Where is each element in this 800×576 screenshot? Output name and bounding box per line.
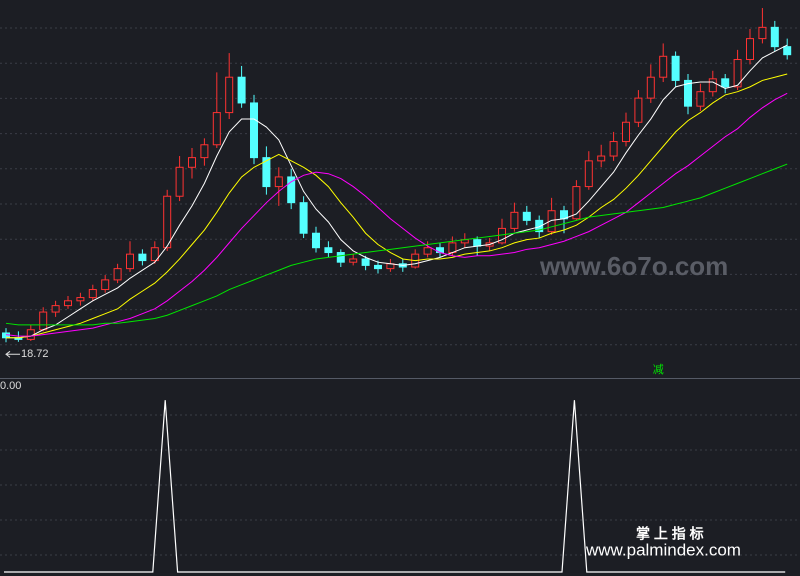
candle-body [188,157,196,168]
watermark: www.palmindex.com [585,540,741,559]
candle-body [770,26,779,48]
candle-body [274,176,283,188]
candle-body [423,247,432,255]
candle-body [212,112,221,146]
candle-body [312,232,320,249]
candle-body [659,55,668,78]
candle-body [522,211,531,221]
candle-body [535,219,544,233]
candle-body [708,78,717,93]
candle-body [76,297,85,302]
candle-body [696,91,705,107]
candle-body [88,289,97,299]
ma-line [5,163,788,326]
candle-body [336,252,345,263]
candle-body [287,176,296,204]
watermark: www.6o7o.com [539,251,728,281]
candle-body [113,268,122,281]
candle-body [250,102,258,159]
candle-body [547,210,556,233]
candle-body [101,279,110,291]
candle-body [324,247,333,254]
candle-body [721,78,730,88]
candle-body [684,79,692,107]
candle-body [39,311,48,331]
candle-body [200,144,209,159]
candle-body [572,186,581,220]
candle-body [225,76,234,114]
ma-line [6,44,788,339]
ma-line [5,92,788,337]
indicator-value: 0.00 [0,380,21,392]
candle-body [138,253,147,262]
candle-body [126,253,134,270]
candle-body [51,305,60,313]
candle-body [262,157,271,188]
candle-body [597,155,606,162]
candle-body [299,202,308,234]
signal-label: 减 [653,363,664,376]
candle-body [634,97,643,123]
min-label: 18.72 [21,348,49,360]
ma-line [6,73,788,339]
candle-body [374,264,382,270]
candle-body [783,46,792,56]
watermark: 掌 上 指 标 [636,526,704,542]
candle-body [150,247,159,262]
candle-body [758,26,767,40]
candle-body [671,55,680,81]
candle-body [163,195,172,249]
candle-body [237,76,246,104]
candle-body [510,211,519,229]
candle-body [584,160,593,188]
indicator-line [4,400,786,573]
candle-body [64,300,72,307]
candle-body [473,239,482,247]
candle-body [361,258,370,266]
candle-body [622,121,630,143]
candle-body [175,166,184,197]
candle-body [746,38,754,61]
candle-body [349,258,358,263]
candle-body [609,141,618,157]
candle-body [646,76,655,99]
candle-body [733,59,742,88]
min-arrow [5,350,20,358]
